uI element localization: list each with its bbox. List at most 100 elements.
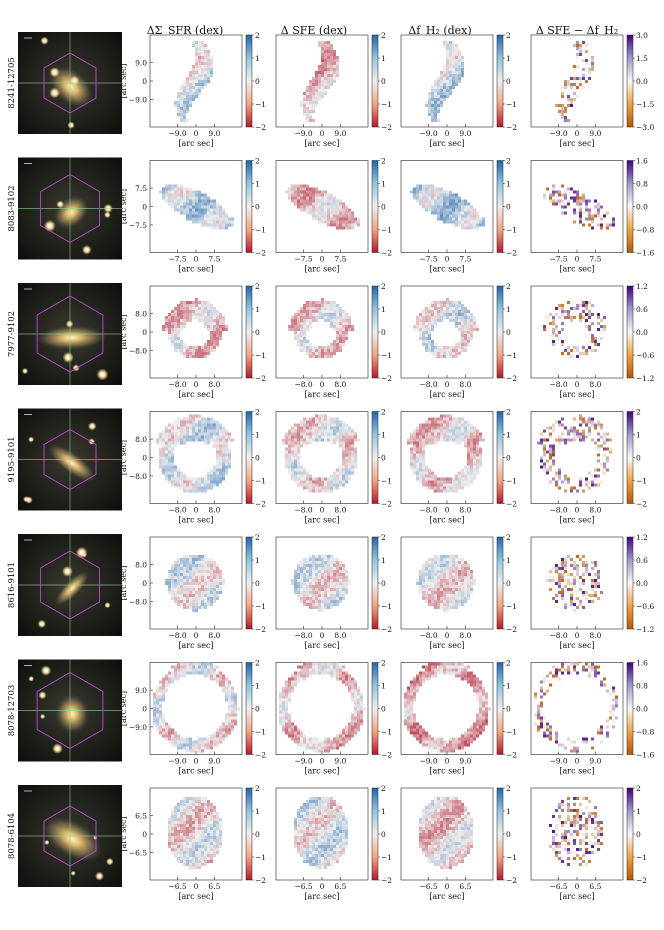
map-pixel <box>210 423 213 427</box>
map-pixel <box>540 456 543 460</box>
map-pixel <box>591 480 594 484</box>
map-pixel <box>336 220 339 224</box>
map-pixel <box>467 328 470 331</box>
map-pixel <box>431 313 434 316</box>
map-pixel <box>573 92 576 95</box>
map-pixel <box>318 483 321 487</box>
map-pixel <box>458 471 461 475</box>
map-pixel <box>195 62 198 65</box>
map-pixel <box>321 588 324 591</box>
map-pixel <box>461 477 464 481</box>
map-pixel <box>582 304 585 307</box>
map-pixel <box>348 462 351 466</box>
y-tick-label: −9.0 <box>129 95 147 104</box>
map-pixel <box>198 579 201 582</box>
map-pixel <box>186 80 189 83</box>
map-pixel <box>446 59 449 62</box>
map-pixel <box>324 573 327 576</box>
map-pixel <box>342 447 345 451</box>
galaxy-body <box>48 65 94 108</box>
map-pixel <box>588 328 591 331</box>
map-pixel <box>294 423 297 427</box>
map-pixel <box>606 211 609 215</box>
map-pixel <box>558 474 561 478</box>
map-pixel <box>576 41 579 44</box>
map-pixel <box>210 59 213 62</box>
map-pixel <box>434 310 437 313</box>
map-pixel <box>198 68 201 71</box>
map-pixel <box>437 600 440 603</box>
map-pixel <box>567 98 570 101</box>
map-pixel <box>558 199 561 203</box>
map-pixel <box>306 193 309 197</box>
map-pixel <box>437 420 440 424</box>
map-pixel <box>479 456 482 460</box>
map-pixel <box>579 588 582 591</box>
map-pixel <box>419 468 422 472</box>
map-pixel <box>345 337 348 340</box>
map-pixel <box>330 205 333 209</box>
map-pixel <box>324 423 327 427</box>
map-pixel <box>294 199 297 203</box>
map-pixel <box>297 196 300 200</box>
map-pixel <box>294 456 297 460</box>
map-pixel <box>443 420 446 424</box>
map-pixel <box>540 432 543 436</box>
colorbar-tick-label: −1 <box>381 477 392 486</box>
map-pixel <box>204 316 207 319</box>
map-pixel <box>461 56 464 59</box>
map-pixel <box>210 226 213 230</box>
map-pixel <box>174 483 177 487</box>
map-pixel <box>312 558 315 561</box>
x-tick-label: 8.0 <box>334 506 346 515</box>
map-pixel <box>186 107 189 110</box>
background-star <box>23 496 30 503</box>
map-pixel <box>351 438 354 442</box>
map-pixel <box>291 453 294 457</box>
map-pixel <box>315 217 318 221</box>
x-tick-label: −7.5 <box>294 255 312 264</box>
map-pixel <box>428 603 431 606</box>
map-pixel <box>600 337 603 340</box>
map-pixel <box>458 486 461 490</box>
map-pixel <box>443 483 446 487</box>
map-pixel <box>419 588 422 591</box>
map-pixels <box>537 414 612 493</box>
map-pixel <box>306 301 309 304</box>
map-pixel <box>204 304 207 307</box>
map-pixel <box>180 199 183 203</box>
map-pixel <box>416 456 419 460</box>
map-pixel <box>348 453 351 457</box>
map-pixel <box>201 564 204 567</box>
map-pixel <box>342 588 345 591</box>
map-pixel <box>222 211 225 215</box>
map-pixel <box>452 214 455 218</box>
map-pixel <box>410 190 413 194</box>
map-pixel <box>294 480 297 484</box>
map-pixel <box>291 328 294 331</box>
colorbar-tick-label: 0.0 <box>636 77 648 86</box>
map-pixel <box>555 104 558 107</box>
map-pixel <box>174 582 177 585</box>
map-pixel <box>309 301 312 304</box>
map-pixel <box>440 423 443 427</box>
map-pixel <box>189 489 192 493</box>
map-pixel <box>558 113 561 116</box>
map-pixel <box>416 450 419 454</box>
map-pixel <box>183 193 186 197</box>
map-pixel <box>449 304 452 307</box>
map-pixel <box>422 597 425 600</box>
map-pixel <box>297 313 300 316</box>
map-pixel <box>306 585 309 588</box>
map-pixel <box>470 471 473 475</box>
map-pixel <box>168 325 171 328</box>
map-pixel <box>609 438 612 442</box>
map-pixel <box>201 585 204 588</box>
map-pixel <box>549 450 552 454</box>
map-pixel <box>306 573 309 576</box>
map-pixel <box>207 441 210 445</box>
map-pixel <box>318 591 321 594</box>
map-pixel <box>461 582 464 585</box>
map-pixel <box>549 468 552 472</box>
map-pixel <box>198 603 201 606</box>
